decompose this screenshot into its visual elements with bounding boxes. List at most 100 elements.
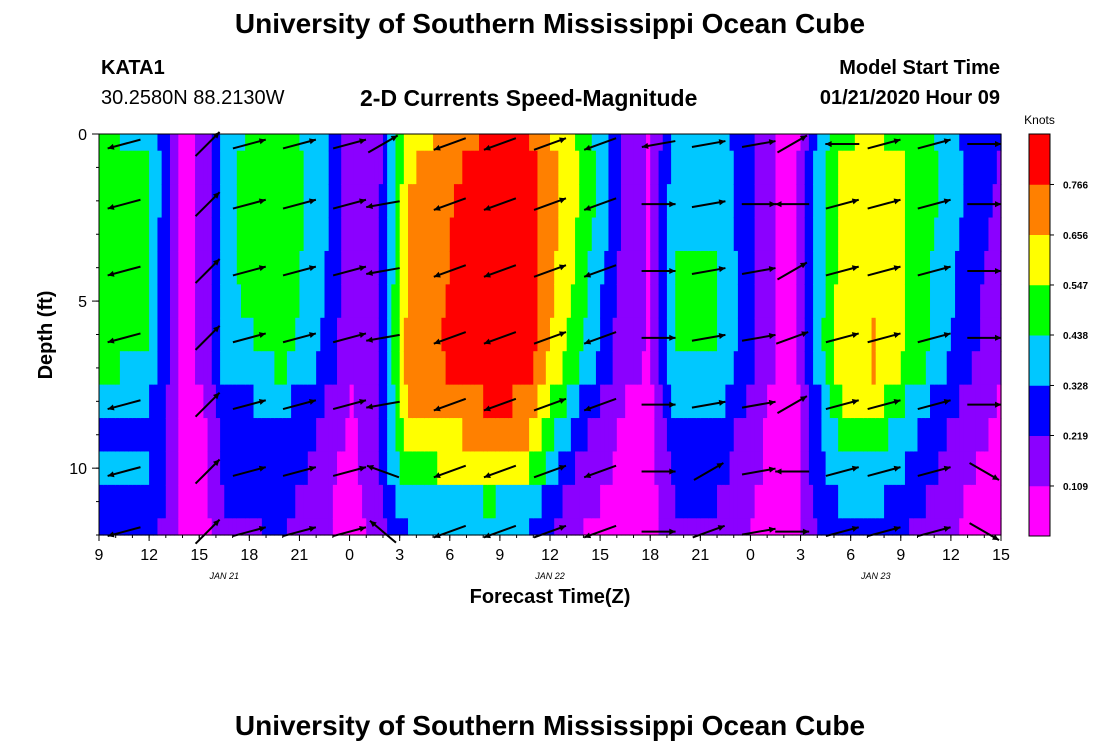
arrow-head: [308, 138, 316, 145]
heatmap-cell: [817, 134, 823, 152]
heatmap-cell: [896, 484, 902, 519]
model-start-label: Model Start Time: [839, 57, 1000, 79]
heatmap-cell: [466, 317, 472, 352]
heatmap-cell: [950, 250, 956, 285]
heatmap-cell: [704, 451, 710, 486]
heatmap-cell: [554, 418, 559, 453]
heatmap-cell: [950, 451, 956, 486]
heatmap-cell: [157, 217, 163, 252]
heatmap-cell: [529, 284, 534, 319]
heatmap-cell: [788, 518, 793, 536]
heatmap-cell: [103, 150, 108, 185]
heatmap-cell: [299, 284, 305, 319]
heatmap-cell: [316, 317, 321, 352]
current-arrow: [867, 398, 901, 411]
current-arrow: [107, 198, 141, 210]
heatmap-cell: [245, 484, 250, 519]
heatmap-cell: [428, 451, 434, 486]
arrow-head: [768, 526, 776, 533]
arrow-head: [716, 463, 724, 469]
heatmap-cell: [441, 284, 447, 319]
heatmap-cell: [161, 418, 167, 453]
heatmap-cell: [149, 284, 154, 319]
heatmap-cell: [253, 418, 259, 453]
heatmap-cell: [984, 518, 990, 536]
current-arrow: [693, 462, 724, 481]
heatmap-cell: [124, 317, 129, 352]
heatmap-cell: [950, 217, 956, 252]
heatmap-cell: [587, 484, 593, 519]
heatmap-cell: [800, 150, 806, 185]
heatmap-cell: [249, 351, 255, 386]
heatmap-cell: [487, 418, 493, 453]
arrow-head: [992, 534, 1000, 541]
heatmap-cell: [245, 150, 250, 185]
heatmap-cell: [917, 451, 923, 486]
heatmap-cell: [362, 351, 367, 386]
heatmap-cell: [696, 250, 701, 285]
heatmap-cell: [829, 518, 835, 536]
heatmap-cell: [842, 384, 848, 419]
heatmap-cell: [904, 384, 910, 419]
heatmap-cell: [704, 317, 710, 352]
heatmap-cell: [742, 184, 747, 219]
heatmap-cell: [662, 150, 668, 185]
heatmap-cell: [541, 184, 547, 219]
heatmap-cell: [992, 317, 998, 352]
heatmap-cell: [708, 518, 714, 536]
heatmap-cell: [520, 184, 526, 219]
heatmap-cell: [416, 384, 422, 419]
heatmap-cell: [900, 518, 906, 536]
heatmap-cell: [495, 134, 501, 152]
heatmap-cell: [909, 484, 914, 519]
heatmap-cell: [675, 451, 681, 486]
current-arrow: [917, 198, 951, 210]
arrow-head: [943, 332, 951, 339]
y-tick-label: 10: [69, 461, 87, 478]
heatmap-cell: [863, 418, 868, 453]
heatmap-cell: [871, 150, 877, 185]
heatmap-cell: [307, 418, 313, 453]
heatmap-cell: [750, 484, 756, 519]
heatmap-cell: [399, 484, 405, 519]
heatmap-cell: [691, 484, 697, 519]
heatmap-cell: [537, 250, 543, 285]
heatmap-cell: [792, 284, 797, 319]
heatmap-cell: [633, 518, 639, 536]
heatmap-cell: [817, 518, 823, 536]
arrow-head: [768, 399, 776, 406]
heatmap-cell: [808, 217, 814, 252]
heatmap-cell: [980, 317, 985, 352]
heatmap-cell: [178, 351, 184, 386]
heatmap-cell: [345, 418, 351, 453]
heatmap-cell: [570, 217, 576, 252]
heatmap-cell: [453, 518, 459, 536]
heatmap-cell: [721, 418, 726, 453]
heatmap-cell: [825, 250, 831, 285]
heatmap-cell: [437, 351, 443, 386]
heatmap-cell: [278, 451, 284, 486]
heatmap-cell: [282, 250, 288, 285]
arrow-head: [584, 204, 592, 211]
heatmap-cell: [99, 518, 104, 536]
arrow-head: [718, 332, 726, 339]
heatmap-cell: [303, 384, 309, 419]
heatmap-cell: [742, 284, 747, 319]
heatmap-cell: [733, 250, 739, 285]
heatmap-cell: [558, 484, 564, 519]
heatmap-cell: [550, 284, 555, 319]
heatmap-cell: [345, 451, 351, 486]
heatmap-cell: [833, 351, 839, 386]
heatmap-cell: [403, 451, 409, 486]
heatmap-cell: [971, 484, 977, 519]
current-arrow: [775, 528, 810, 535]
heatmap-cell: [938, 384, 944, 419]
heatmap-cell: [846, 217, 852, 252]
heatmap-cell: [316, 351, 321, 386]
heatmap-cell: [278, 384, 284, 419]
heatmap-cell: [157, 484, 163, 519]
heatmap-cell: [190, 250, 196, 285]
heatmap-cell: [737, 150, 743, 185]
heatmap-cell: [153, 484, 159, 519]
heatmap-cell: [458, 217, 463, 252]
